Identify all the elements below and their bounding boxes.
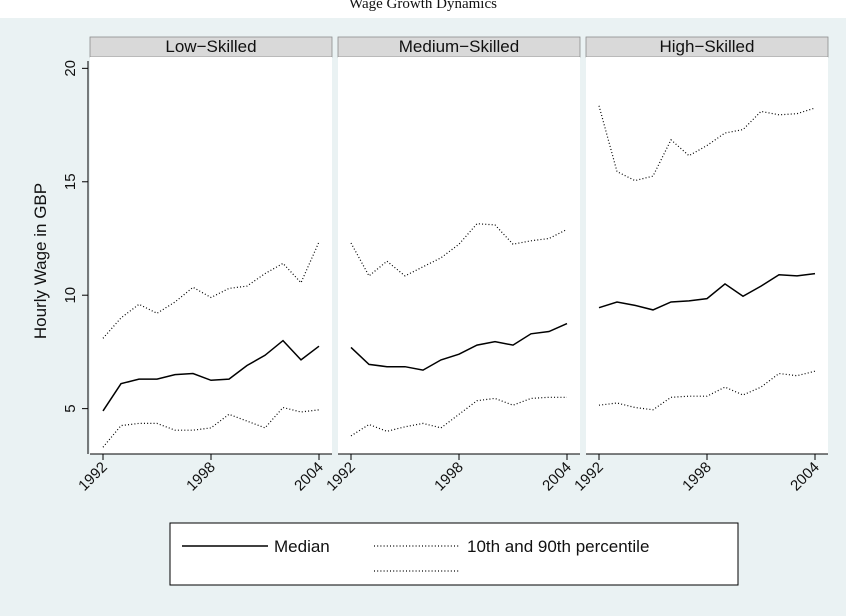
legend: Median 10th and 90th percentile — [169, 522, 739, 586]
y-tick-label: 5 — [62, 404, 79, 412]
y-axis-title: Hourly Wage in GBP — [31, 183, 50, 339]
series-line-10th-percentile — [598, 370, 816, 411]
series-line-90th-percentile — [598, 105, 816, 182]
series-line-median — [350, 322, 568, 371]
y-tick-label: 20 — [62, 60, 79, 77]
panel-plot-area — [90, 57, 332, 454]
legend-median-label: Median — [274, 537, 330, 556]
panel-title: Medium−Skilled — [399, 37, 519, 56]
series-line-90th-percentile — [102, 241, 320, 339]
y-tick-label: 10 — [62, 287, 79, 304]
legend-box — [169, 522, 739, 586]
panel-plot-area — [338, 57, 580, 454]
series-line-median — [102, 339, 320, 412]
series-line-10th-percentile — [350, 396, 567, 437]
legend-percentile-label: 10th and 90th percentile — [467, 537, 649, 556]
panel-plot-area — [586, 57, 828, 454]
panel-title: High−Skilled — [660, 37, 755, 56]
y-tick-label: 15 — [62, 173, 79, 190]
series-line-median — [598, 272, 816, 311]
panel-title: Low−Skilled — [165, 37, 256, 56]
chart-title: Wage Growth Dynamics — [349, 0, 497, 12]
series-line-90th-percentile — [350, 223, 568, 277]
y-axis: 5 10 15 20 — [62, 60, 89, 454]
